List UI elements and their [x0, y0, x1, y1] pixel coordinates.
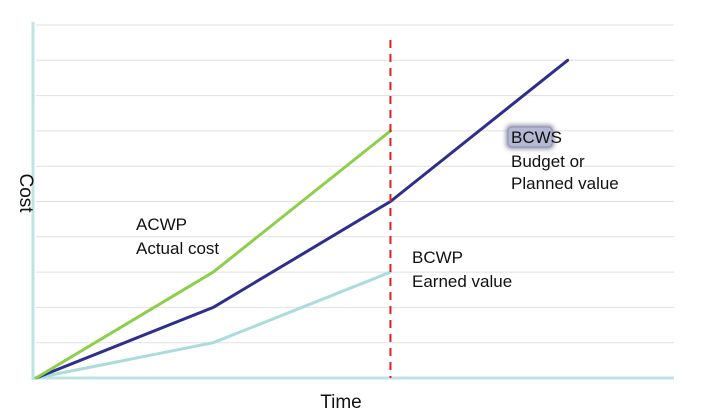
series-line-bcws: [34, 58, 570, 380]
bcws-annotation: BCWS Budget or Planned value: [506, 125, 619, 193]
series-line-acwp: [34, 129, 392, 380]
bcwp-description: Earned value: [412, 272, 512, 291]
bcws-label: BCWS: [511, 128, 562, 147]
y-axis-title: Cost: [15, 173, 36, 213]
acwp-label: ACWP: [136, 215, 187, 234]
series-lines: [34, 58, 570, 380]
acwp-description: Actual cost: [136, 239, 219, 258]
x-axis-title: Time: [320, 392, 362, 413]
bcws-description-line-2: Planned value: [511, 174, 619, 193]
gridlines: [36, 24, 674, 344]
series-line-bcwp: [34, 270, 392, 380]
bcwp-label: BCWP: [412, 248, 463, 267]
bcws-badge: [507, 126, 553, 148]
acwp-annotation: ACWP Actual cost: [136, 215, 219, 258]
bcws-description-line-1: Budget or: [511, 152, 585, 171]
bcwp-annotation: BCWP Earned value: [412, 248, 512, 291]
